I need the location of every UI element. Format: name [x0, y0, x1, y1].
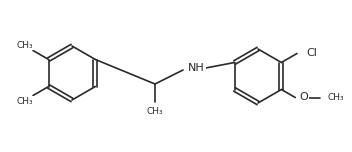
Text: CH₃: CH₃ [17, 97, 33, 105]
Text: CH₃: CH₃ [327, 93, 344, 102]
Text: O: O [299, 93, 308, 102]
Text: Cl: Cl [306, 48, 317, 59]
Text: NH: NH [188, 63, 205, 73]
Text: CH₃: CH₃ [147, 107, 163, 116]
Text: CH₃: CH₃ [17, 40, 33, 50]
